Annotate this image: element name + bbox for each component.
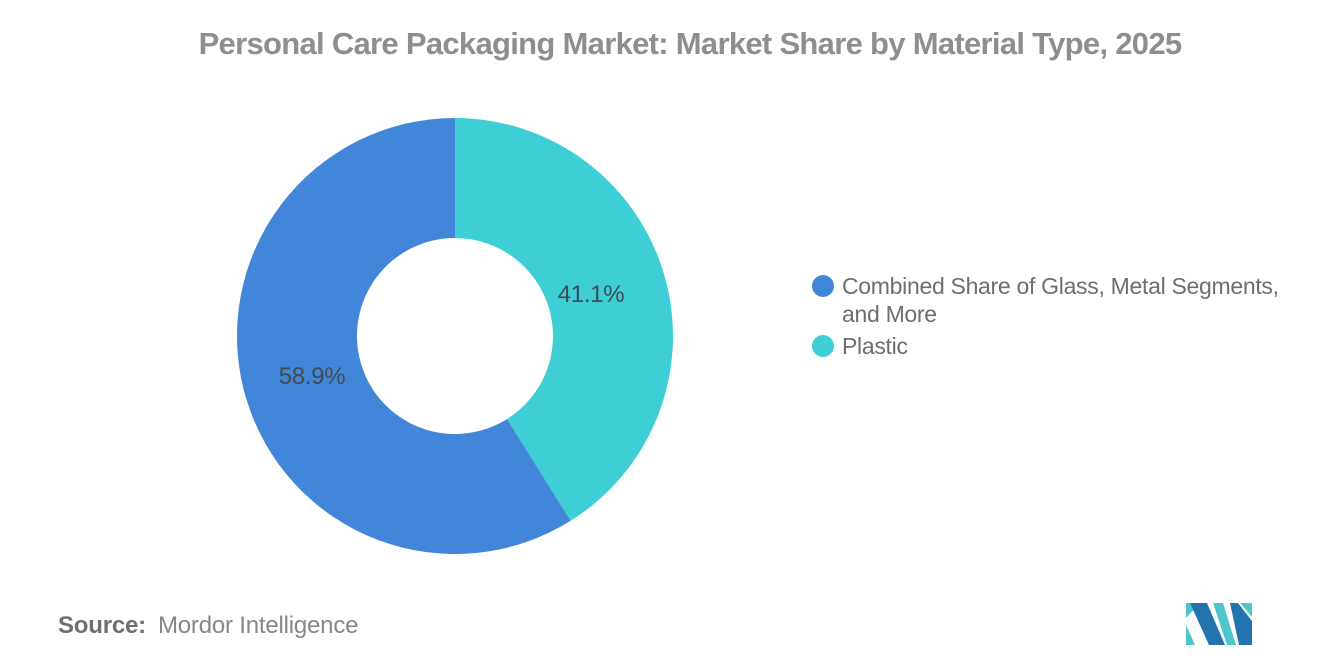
donut-segment-plastic: [455, 118, 673, 521]
segment-label-combined: 58.9%: [278, 363, 346, 390]
segment-label-plastic: 41.1%: [557, 281, 625, 308]
source-value: Mordor Intelligence: [157, 612, 359, 639]
legend-label-combined: Combined Share of Glass, Metal Segments,…: [842, 273, 1279, 327]
chart-title: Personal Care Packaging Market: Market S…: [198, 26, 1183, 61]
legend-swatch-combined: [812, 275, 834, 297]
source-row: Source: Mordor Intelligence: [58, 612, 358, 640]
donut-svg: [237, 118, 673, 554]
donut-chart: 58.9% 41.1%: [237, 118, 673, 554]
legend: Combined Share of Glass, Metal Segments,…: [812, 272, 1292, 360]
legend-item-combined: Combined Share of Glass, Metal Segments,…: [812, 272, 1292, 328]
legend-label-plastic: Plastic: [842, 333, 908, 359]
source-label: Source:: [58, 612, 146, 639]
donut-segment-combined: [237, 118, 571, 554]
legend-item-plastic: Plastic: [812, 332, 1292, 360]
legend-swatch-plastic: [812, 335, 834, 357]
mordor-intelligence-logo-icon: [1186, 603, 1252, 645]
